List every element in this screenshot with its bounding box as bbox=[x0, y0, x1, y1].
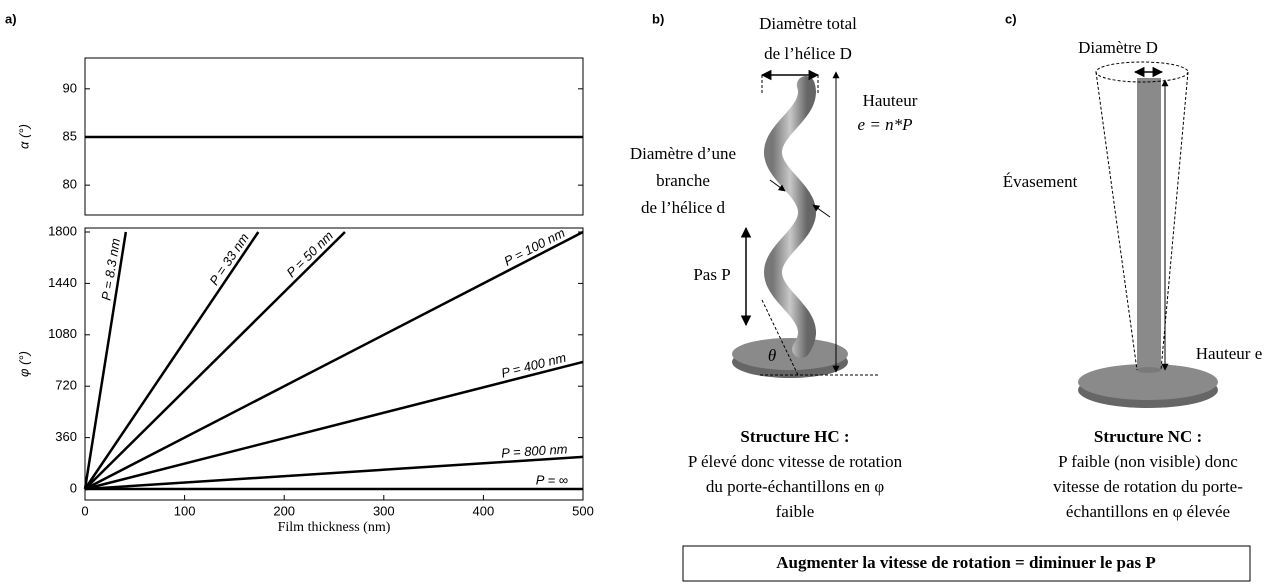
y-axis-label: φ (°) bbox=[16, 351, 31, 377]
conclusion: Augmenter la vitesse de rotation = dimin… bbox=[776, 553, 1155, 572]
line-series bbox=[84, 360, 584, 491]
annotation: de l’hélice d bbox=[641, 198, 726, 217]
description: du porte-échantillons en φ bbox=[706, 477, 885, 496]
x-tick-label: 200 bbox=[273, 503, 295, 518]
series-label: P = 100 nm bbox=[501, 225, 567, 269]
y-tick-label: 80 bbox=[63, 177, 77, 192]
description: P faible (non visible) donc bbox=[1058, 452, 1238, 471]
series-label: P = 33 nm bbox=[206, 230, 252, 288]
line-series bbox=[83, 231, 128, 490]
series-label: P = 800 nm bbox=[501, 441, 568, 460]
panel-b: b) Diamètre total de l’hélice D Hauteur … bbox=[630, 11, 918, 520]
arrow bbox=[812, 204, 831, 218]
annotation: Diamètre D bbox=[1078, 38, 1158, 57]
arrow bbox=[769, 179, 786, 192]
panel-label: c) bbox=[1005, 11, 1017, 26]
helix bbox=[763, 76, 817, 358]
x-tick-label: 100 bbox=[174, 503, 196, 518]
dashed-line bbox=[761, 299, 799, 376]
annotation: Diamètre total bbox=[759, 14, 857, 33]
base bbox=[1078, 364, 1218, 400]
x-tick-label: 300 bbox=[373, 503, 395, 518]
conclusion-box bbox=[682, 545, 1251, 582]
description: P élevé donc vitesse de rotation bbox=[688, 452, 903, 471]
description: vitesse de rotation du porte- bbox=[1053, 477, 1243, 496]
y-tick-label: 1080 bbox=[48, 326, 77, 341]
line-series bbox=[84, 230, 584, 491]
annotation: Hauteur e bbox=[1196, 344, 1263, 363]
structure-title: Structure HC : bbox=[740, 427, 849, 446]
panel-label: a) bbox=[5, 11, 17, 26]
x-tick-label: 0 bbox=[81, 503, 88, 518]
annotation: de l’hélice D bbox=[764, 44, 852, 63]
line-series bbox=[84, 231, 346, 490]
y-tick-label: 90 bbox=[63, 80, 77, 95]
annotation: e = n*P bbox=[858, 115, 913, 134]
chart: 80 85 90 α (°) bbox=[16, 57, 584, 216]
y-tick-label: 360 bbox=[55, 429, 77, 444]
y-tick-label: 0 bbox=[70, 480, 77, 495]
annotation: Pas P bbox=[693, 265, 730, 284]
plot-frame bbox=[84, 227, 584, 501]
y-axis-label: α (°) bbox=[16, 124, 31, 149]
panel-label: b) bbox=[652, 11, 664, 26]
description: faible bbox=[776, 502, 815, 521]
series-label: P = ∞ bbox=[536, 472, 568, 487]
base bbox=[732, 338, 848, 370]
column-foot bbox=[1137, 367, 1161, 373]
x-tick-label: 400 bbox=[473, 503, 495, 518]
panel-c: c) Diamètre D Évasement Hauteur e Struct… bbox=[1003, 11, 1263, 520]
annotation: Évasement bbox=[1003, 172, 1078, 191]
x-tick-label: 500 bbox=[572, 503, 594, 518]
y-tick-label: 85 bbox=[63, 128, 77, 143]
annotation: Hauteur bbox=[863, 91, 918, 110]
column bbox=[1137, 78, 1161, 370]
chart: 0 360 720 1080 1440 1800 0 100 200 300 400 500 Film … bbox=[16, 223, 593, 535]
x-axis-label: Film thickness (nm) bbox=[278, 520, 391, 535]
line-series bbox=[83, 231, 260, 490]
series-label: P = 50 nm bbox=[283, 228, 336, 280]
y-tick-label: 1800 bbox=[48, 223, 77, 238]
annotation: θ bbox=[768, 346, 776, 365]
dashed-line bbox=[1095, 71, 1138, 371]
y-tick-label: 1440 bbox=[48, 275, 77, 290]
line-series bbox=[84, 455, 584, 491]
series-label: P = 400 nm bbox=[500, 350, 568, 381]
annotation: Diamètre d’une bbox=[630, 144, 736, 163]
structure-title: Structure NC : bbox=[1094, 427, 1202, 446]
annotation: branche bbox=[656, 171, 710, 190]
description: échantillons en φ élevée bbox=[1066, 502, 1230, 521]
y-tick-label: 720 bbox=[55, 378, 77, 393]
